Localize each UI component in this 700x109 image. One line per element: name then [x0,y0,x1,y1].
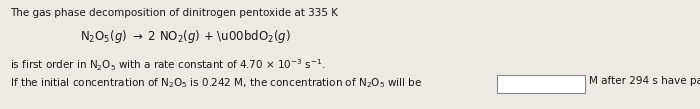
Text: The gas phase decomposition of dinitrogen pentoxide at 335 K: The gas phase decomposition of dinitroge… [10,8,338,18]
Text: is first order in N$_2$O$_5$ with a rate constant of 4.70 $\times$ 10$^{-3}$ s$^: is first order in N$_2$O$_5$ with a rate… [10,57,326,73]
Text: M after 294 s have passed.: M after 294 s have passed. [589,76,700,86]
Text: N$_2$O$_5$($g$) $\rightarrow$ 2 NO$_2$($g$) + \u00bdO$_2$($g$): N$_2$O$_5$($g$) $\rightarrow$ 2 NO$_2$($… [80,28,290,45]
FancyBboxPatch shape [497,75,585,93]
Text: If the initial concentration of N$_2$O$_5$ is 0.242 M, the concentration of N$_2: If the initial concentration of N$_2$O$_… [10,76,422,90]
